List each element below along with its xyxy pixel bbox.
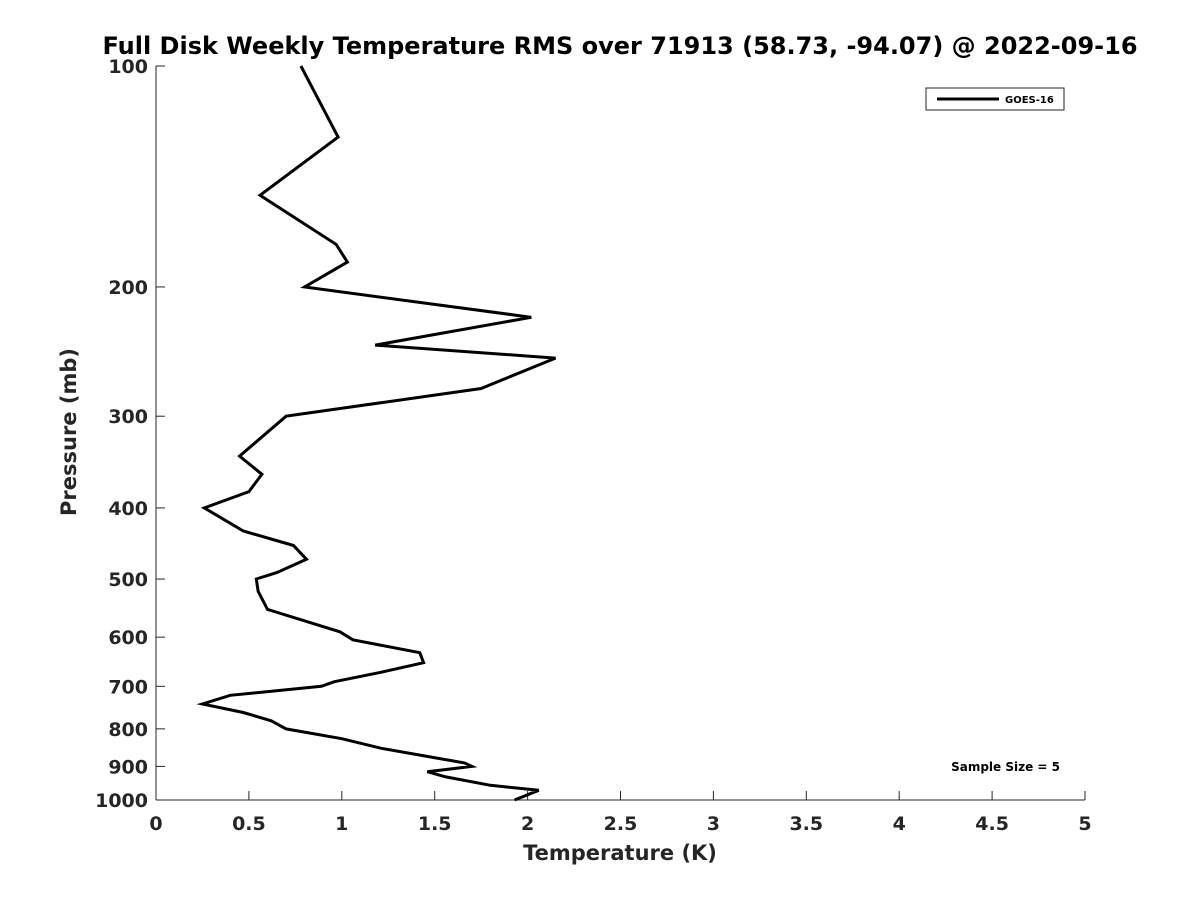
- sample-size-annotation: Sample Size = 5: [951, 760, 1060, 774]
- x-tick-label: 4.5: [975, 813, 1009, 835]
- y-tick-label: 700: [108, 676, 148, 698]
- y-axis-ticks: 100 200 300 400 500 600 700 800 900 1000: [95, 56, 165, 812]
- y-tick-label: 100: [108, 56, 148, 78]
- x-axis-ticks: 0 0.5 1 1.5 2 2.5 3 3.5 4 4.5 5: [149, 791, 1092, 835]
- y-axis-label: Pressure (mb): [57, 348, 81, 516]
- y-tick-label: 1000: [95, 790, 148, 812]
- x-tick-label: 3: [707, 813, 720, 835]
- y-tick-label: 800: [108, 719, 148, 741]
- y-tick-label: 200: [108, 277, 148, 299]
- y-tick-label: 500: [108, 569, 148, 591]
- series-layer: [196, 65, 557, 802]
- series-line-goes-16: [196, 65, 557, 802]
- y-tick-label: 900: [108, 756, 148, 778]
- x-tick-label: 4: [893, 813, 906, 835]
- x-tick-label: 1.5: [418, 813, 452, 835]
- x-tick-label: 0: [149, 813, 162, 835]
- x-tick-label: 2: [521, 813, 534, 835]
- x-tick-label: 0.5: [232, 813, 266, 835]
- y-tick-label: 600: [108, 627, 148, 649]
- chart-title: Full Disk Weekly Temperature RMS over 71…: [102, 32, 1137, 60]
- x-axis-label: Temperature (K): [523, 841, 717, 865]
- x-tick-label: 2.5: [604, 813, 638, 835]
- x-tick-label: 1: [335, 813, 348, 835]
- y-tick-label: 300: [108, 406, 148, 428]
- legend: GOES-16: [925, 87, 1065, 111]
- x-tick-label: 3.5: [789, 813, 823, 835]
- x-tick-label: 5: [1078, 813, 1091, 835]
- legend-entry-goes-16: GOES-16: [1005, 95, 1054, 106]
- y-tick-label: 400: [108, 498, 148, 520]
